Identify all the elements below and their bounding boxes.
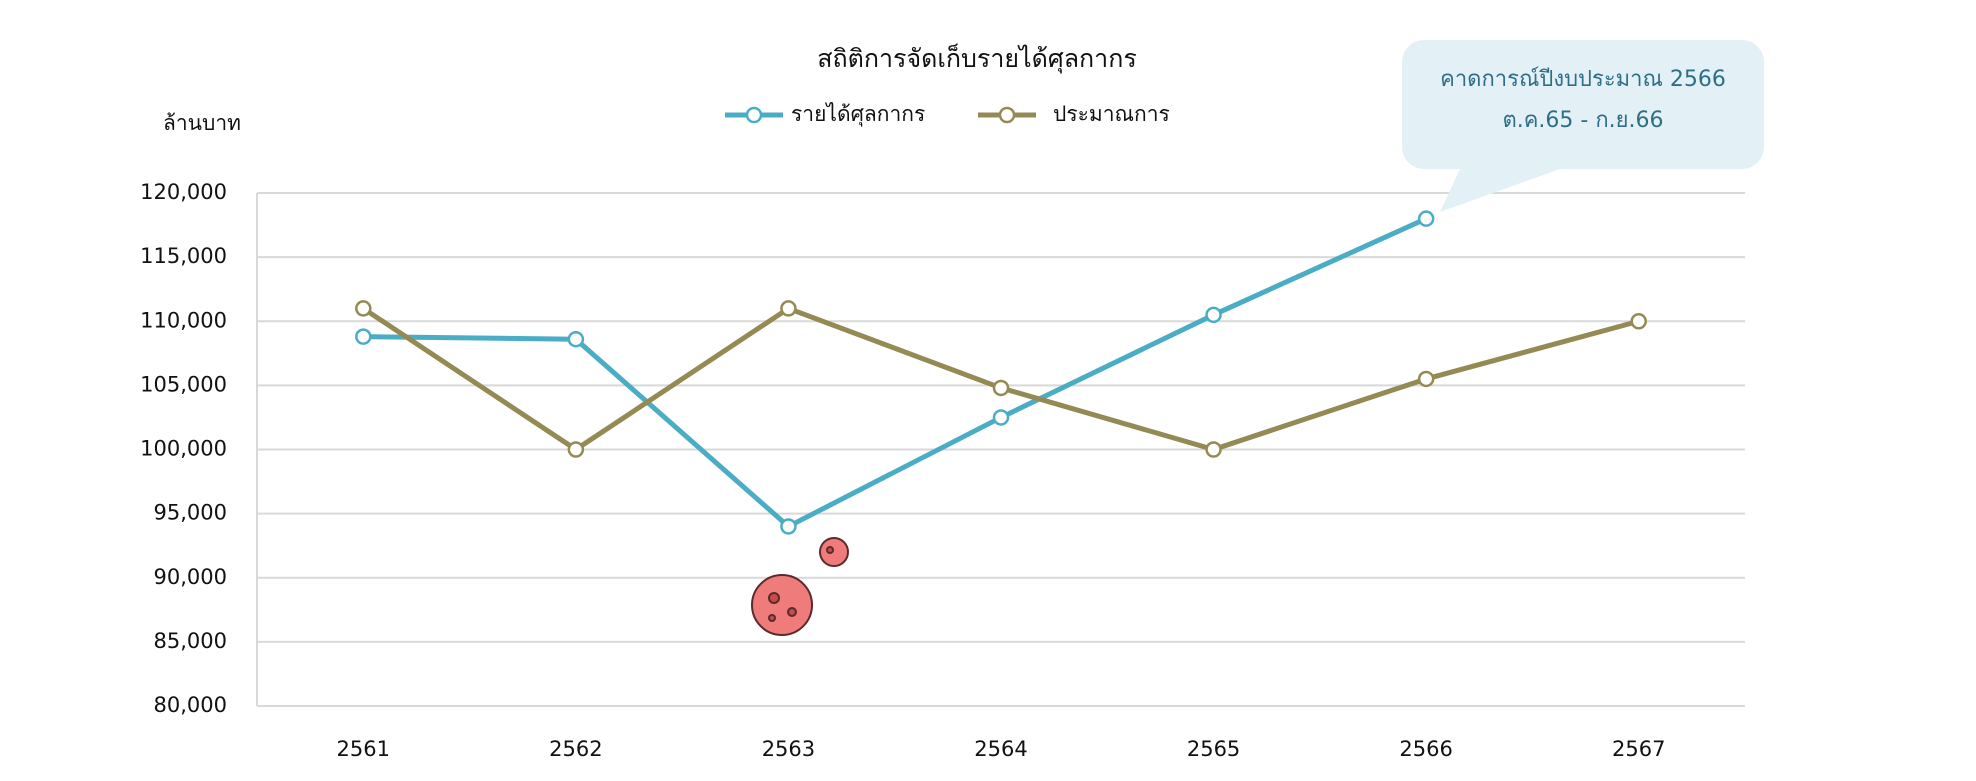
legend-marker (745, 106, 763, 124)
data-point (567, 330, 585, 348)
data-point (355, 328, 372, 345)
y-tick-label: 120,000 (140, 180, 227, 204)
y-tick-label: 110,000 (140, 308, 227, 332)
y-tick-label: 100,000 (140, 437, 227, 461)
data-point (567, 441, 585, 458)
y-tick-label: 80,000 (154, 693, 227, 717)
data-point (1630, 313, 1647, 330)
callout: คาดการณ์ปีงบประมาณ 2566 ต.ค.65 - ก.ย.66 (1402, 40, 1764, 212)
data-point (1205, 306, 1222, 324)
legend-label: ประมาณการ (1053, 102, 1170, 126)
y-tick-label: 95,000 (154, 501, 227, 525)
data-point (355, 300, 372, 317)
callout-pointer (1440, 169, 1560, 212)
legend-label: รายได้ศุลกากร (791, 102, 925, 127)
virus-icon (751, 537, 849, 636)
y-tick-label: 105,000 (140, 372, 227, 396)
series-line (363, 216, 1428, 529)
x-tick-label: 2566 (1399, 737, 1452, 761)
x-tick-label: 2565 (1187, 737, 1240, 761)
legend-item: รายได้ศุลกากร (725, 102, 925, 127)
data-point (1417, 370, 1435, 388)
data-point (992, 379, 1010, 397)
callout-text: ต.ค.65 - ก.ย.66 (1502, 108, 1663, 133)
x-tick-label: 2563 (762, 737, 815, 761)
data-point (780, 300, 797, 317)
callout-box (1402, 40, 1764, 169)
x-tick-label: 2561 (337, 737, 390, 761)
legend-item: ประมาณการ (978, 102, 1170, 126)
y-tick-label: 90,000 (154, 565, 227, 589)
series-line (361, 305, 1640, 452)
legend-marker (998, 106, 1016, 124)
y-tick-label: 115,000 (140, 244, 227, 268)
data-point (992, 409, 1010, 426)
chart-title: สถิติการจัดเก็บรายได้ศุลกากร (817, 43, 1137, 74)
data-point (780, 518, 797, 535)
x-tick-label: 2564 (974, 737, 1027, 761)
callout-text: คาดการณ์ปีงบประมาณ 2566 (1440, 67, 1726, 92)
data-point (1417, 210, 1435, 227)
y-axis-label: ล้านบาท (163, 111, 241, 135)
x-tick-label: 2562 (549, 737, 602, 761)
y-tick-label: 85,000 (154, 629, 227, 653)
grid (256, 192, 1745, 707)
x-tick-label: 2567 (1612, 737, 1665, 761)
data-point (1205, 441, 1222, 458)
